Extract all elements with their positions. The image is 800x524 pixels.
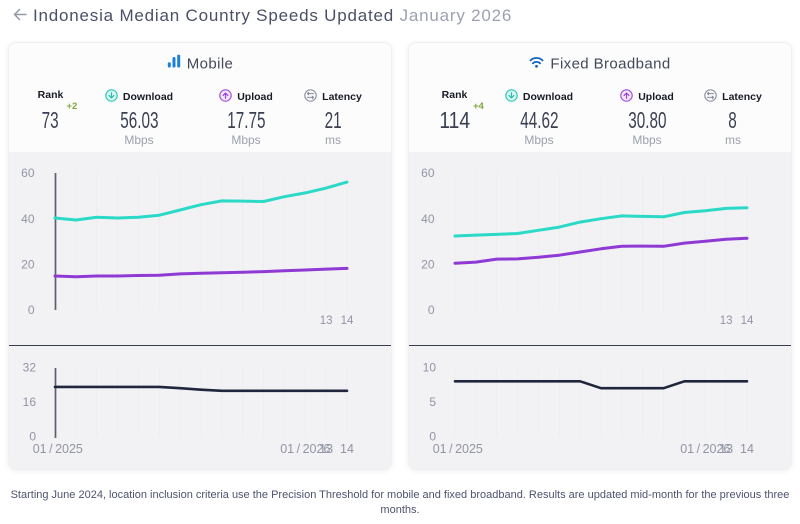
svg-text:32: 32 <box>23 361 37 375</box>
svg-text:0: 0 <box>28 303 35 317</box>
svg-text:0: 0 <box>428 303 435 317</box>
svg-text:14: 14 <box>741 315 754 327</box>
svg-text:5: 5 <box>429 395 436 409</box>
svg-text:01 / 2026: 01 / 2026 <box>680 442 730 456</box>
svg-text:01 / 2026: 01 / 2026 <box>280 442 330 456</box>
svg-text:16: 16 <box>23 395 37 409</box>
svg-text:0: 0 <box>29 430 36 444</box>
svg-text:14: 14 <box>740 442 754 456</box>
svg-text:60: 60 <box>21 166 35 180</box>
svg-text:13: 13 <box>720 315 733 327</box>
svg-text:13: 13 <box>719 442 733 456</box>
svg-text:01 / 2025: 01 / 2025 <box>33 442 83 456</box>
svg-text:13: 13 <box>320 315 333 327</box>
svg-text:13: 13 <box>319 442 333 456</box>
svg-text:60: 60 <box>421 166 435 180</box>
svg-text:10: 10 <box>423 361 437 375</box>
svg-text:40: 40 <box>421 212 435 226</box>
svg-text:14: 14 <box>341 315 354 327</box>
svg-text:0: 0 <box>429 430 436 444</box>
svg-text:20: 20 <box>21 258 35 272</box>
svg-text:40: 40 <box>21 212 35 226</box>
svg-text:01 / 2025: 01 / 2025 <box>433 442 483 456</box>
svg-text:14: 14 <box>340 442 354 456</box>
svg-text:20: 20 <box>421 258 435 272</box>
